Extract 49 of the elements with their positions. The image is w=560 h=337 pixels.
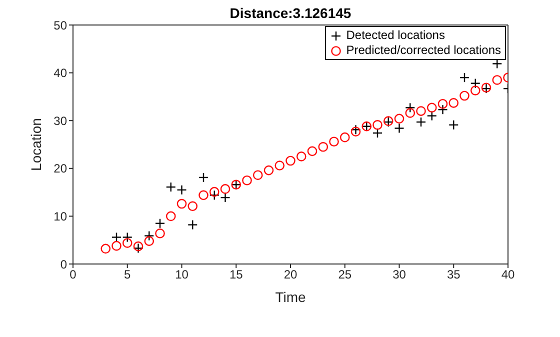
point bbox=[252, 170, 263, 180]
point bbox=[166, 211, 176, 222]
y-tick-label: 40 bbox=[54, 66, 68, 80]
x-axis-title: Time bbox=[275, 289, 306, 305]
x-tick-label: 30 bbox=[392, 268, 406, 282]
point bbox=[372, 120, 382, 130]
y-tick-label: 20 bbox=[54, 162, 68, 176]
x-tick-label: 35 bbox=[446, 268, 461, 282]
point bbox=[220, 184, 230, 194]
point bbox=[460, 90, 470, 101]
point bbox=[307, 146, 318, 156]
x-tick-label: 10 bbox=[175, 268, 189, 282]
point bbox=[470, 86, 480, 96]
y-tick-label: 50 bbox=[54, 18, 68, 32]
y-axis-title: Location bbox=[28, 118, 44, 171]
x-tick-label: 40 bbox=[501, 268, 515, 282]
point bbox=[318, 142, 328, 152]
y-tick-label: 30 bbox=[54, 114, 68, 128]
point bbox=[340, 132, 350, 142]
chart-title: Distance:3.126145 bbox=[228, 5, 352, 21]
point bbox=[264, 165, 274, 176]
point bbox=[155, 228, 165, 238]
point bbox=[198, 190, 208, 200]
y-tick-label: 10 bbox=[54, 209, 68, 224]
x-tick-label: 0 bbox=[70, 268, 77, 282]
legend-label: Detected locations bbox=[346, 28, 445, 43]
point bbox=[416, 106, 426, 116]
point bbox=[329, 136, 339, 147]
x-tick-label: 15 bbox=[229, 268, 244, 282]
point bbox=[426, 102, 437, 113]
point bbox=[112, 240, 122, 251]
y-tick-label: 0 bbox=[60, 257, 68, 272]
point bbox=[448, 98, 459, 108]
x-tick-label: 20 bbox=[284, 268, 298, 282]
point bbox=[296, 152, 306, 162]
x-tick-label: 25 bbox=[338, 268, 352, 282]
point bbox=[394, 114, 404, 124]
point bbox=[286, 156, 296, 166]
point bbox=[176, 198, 187, 209]
legend-label: Predicted/corrected locations bbox=[346, 43, 501, 58]
point bbox=[100, 244, 111, 254]
point bbox=[144, 236, 154, 246]
point bbox=[492, 75, 502, 85]
point bbox=[188, 201, 198, 212]
point bbox=[438, 98, 448, 109]
point bbox=[405, 108, 416, 118]
point bbox=[274, 160, 285, 170]
x-tick-label: 5 bbox=[124, 268, 132, 282]
point bbox=[242, 175, 252, 186]
